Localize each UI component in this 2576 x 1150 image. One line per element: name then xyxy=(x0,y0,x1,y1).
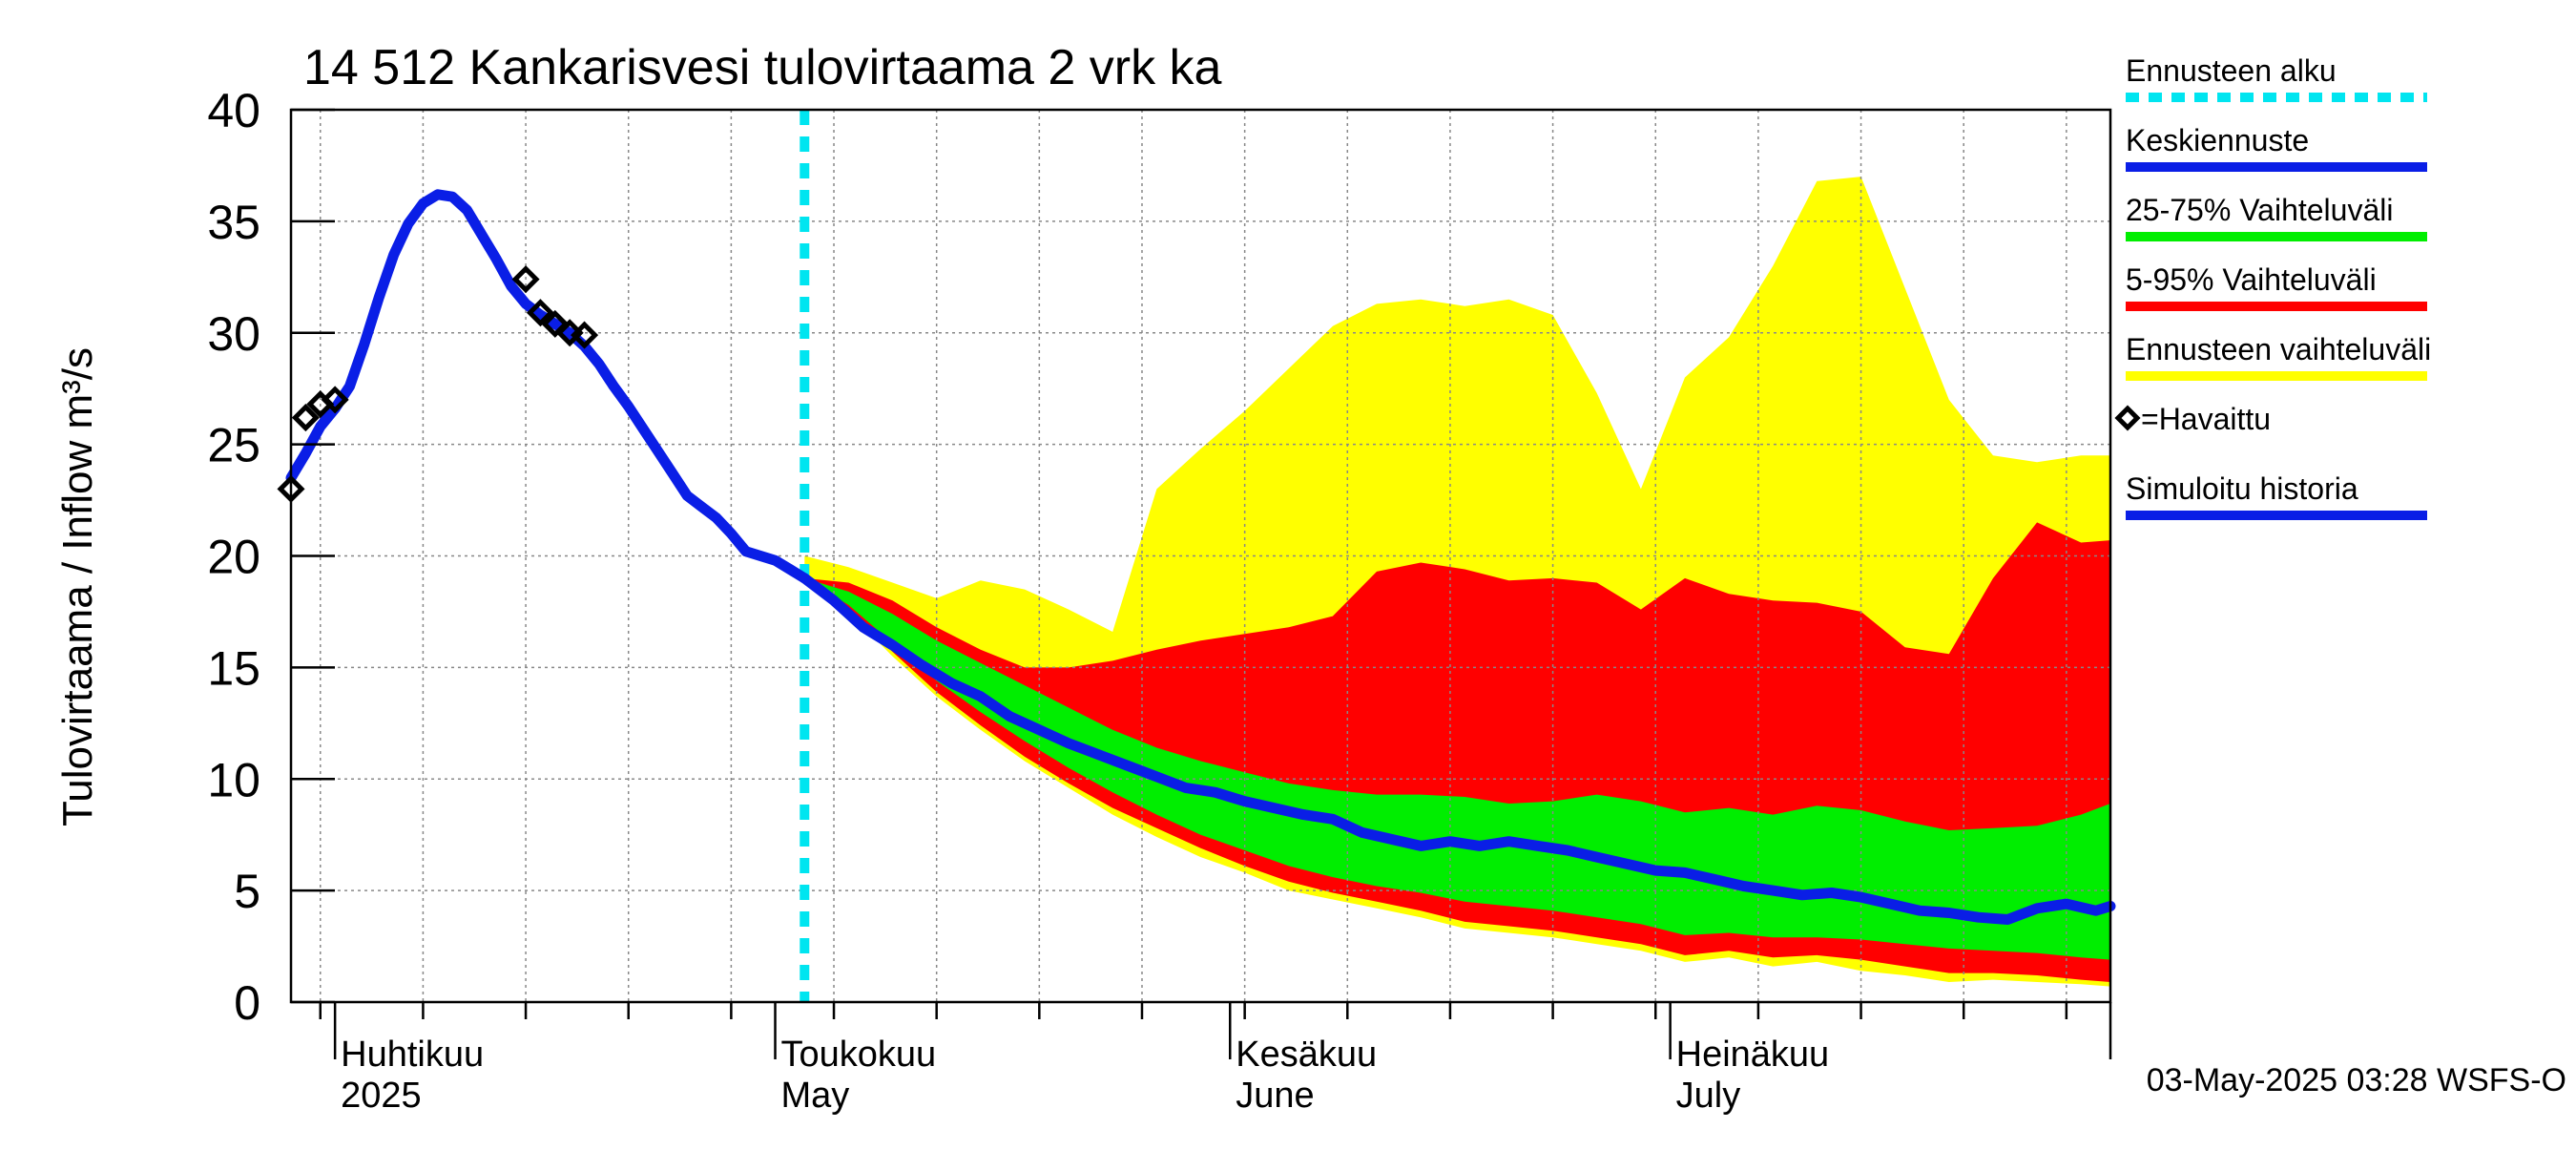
footer-timestamp: 03-May-2025 03:28 WSFS-O xyxy=(2147,1062,2566,1098)
month-label-en: May xyxy=(781,1076,850,1116)
legend: Ennusteen alku Keskiennuste 25-75% Vaihtel… xyxy=(2114,53,2431,520)
legend-label: Keskiennuste xyxy=(2126,123,2309,157)
legend-label: =Havaittu xyxy=(2141,402,2271,436)
legend-label: Simuloitu historia xyxy=(2126,471,2358,506)
y-tick-label: 30 xyxy=(207,307,260,361)
month-label-fi: Toukokuu xyxy=(781,1035,937,1075)
month-label-fi: Huhtikuu xyxy=(341,1035,484,1075)
y-tick-label: 0 xyxy=(234,976,260,1030)
grid xyxy=(291,110,2110,1002)
observed-point xyxy=(511,265,540,294)
y-tick-label: 40 xyxy=(207,84,260,137)
observed-point xyxy=(571,321,599,349)
month-label-en: 2025 xyxy=(341,1076,422,1116)
axes: 0510152025303540Huhtikuu2025ToukokuuMayK… xyxy=(207,84,2112,1116)
forecast-bands xyxy=(804,177,2110,987)
y-tick-label: 25 xyxy=(207,419,260,472)
legend-label: 5-95% Vaihteluväli xyxy=(2126,262,2377,297)
observed-point xyxy=(541,309,570,338)
legend-label: 25-75% Vaihteluväli xyxy=(2126,193,2393,227)
y-tick-label: 35 xyxy=(207,196,260,249)
y-tick-label: 15 xyxy=(207,641,260,695)
chart-title: 14 512 Kankarisvesi tulovirtaama 2 vrk k… xyxy=(303,40,1222,95)
month-label-en: July xyxy=(1676,1076,1741,1116)
observed-point xyxy=(321,386,349,414)
legend-label: Ennusteen alku xyxy=(2126,53,2337,88)
observed-point xyxy=(526,299,554,327)
observed-markers xyxy=(277,265,599,503)
month-label-fi: Kesäkuu xyxy=(1236,1035,1377,1075)
median-forecast-line xyxy=(799,573,2116,925)
observed-point xyxy=(291,404,320,432)
y-axis-label: Tulovirtaama / Inflow m³/s xyxy=(54,347,101,826)
y-tick-label: 5 xyxy=(234,865,260,918)
y-tick-label: 20 xyxy=(207,531,260,584)
legend-label: Ennusteen vaihteluväli xyxy=(2126,332,2431,366)
simulated-history-line xyxy=(285,189,810,584)
month-label-fi: Heinäkuu xyxy=(1676,1035,1830,1075)
y-tick-label: 10 xyxy=(207,753,260,806)
legend-marker-observed xyxy=(2114,405,2141,431)
month-label-en: June xyxy=(1236,1076,1314,1116)
band-25-75 xyxy=(804,577,2110,960)
